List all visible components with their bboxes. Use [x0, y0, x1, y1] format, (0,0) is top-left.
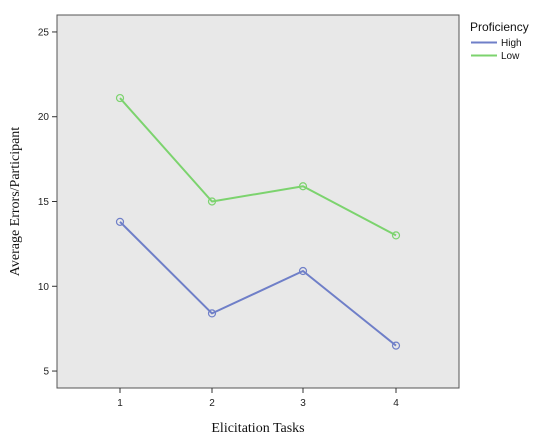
series-line-low [119, 97, 397, 237]
data-point-high-3 [298, 266, 308, 276]
y-tick-label-10: 10 [38, 282, 50, 293]
y-tick-label-20: 20 [38, 112, 50, 123]
x-tick-label-4: 4 [393, 398, 399, 409]
legend-label-low: Low [501, 51, 520, 62]
plot-area [56, 14, 460, 389]
data-point-low-1 [115, 93, 125, 103]
legend-title: Proficiency [470, 20, 529, 34]
data-point-high-1 [115, 217, 125, 226]
data-point-low-2 [207, 197, 217, 206]
data-point-low-4 [391, 231, 401, 240]
x-tick-label-1: 1 [117, 398, 123, 409]
y-tick-label-15: 15 [38, 197, 50, 208]
y-tick-label-5: 5 [43, 367, 49, 378]
y-tick-label-25: 25 [38, 27, 50, 38]
x-axis-title: Elicitation Tasks [211, 421, 304, 436]
legend-label-high: High [501, 38, 522, 49]
data-point-low-3 [298, 182, 308, 191]
y-axis-title: Average Errors/Participant [8, 127, 23, 277]
x-tick-label-2: 2 [209, 398, 215, 409]
x-tick-label-3: 3 [300, 398, 306, 409]
data-point-high-2 [207, 309, 217, 318]
series-line-high [119, 221, 397, 347]
data-point-high-4 [391, 341, 401, 350]
